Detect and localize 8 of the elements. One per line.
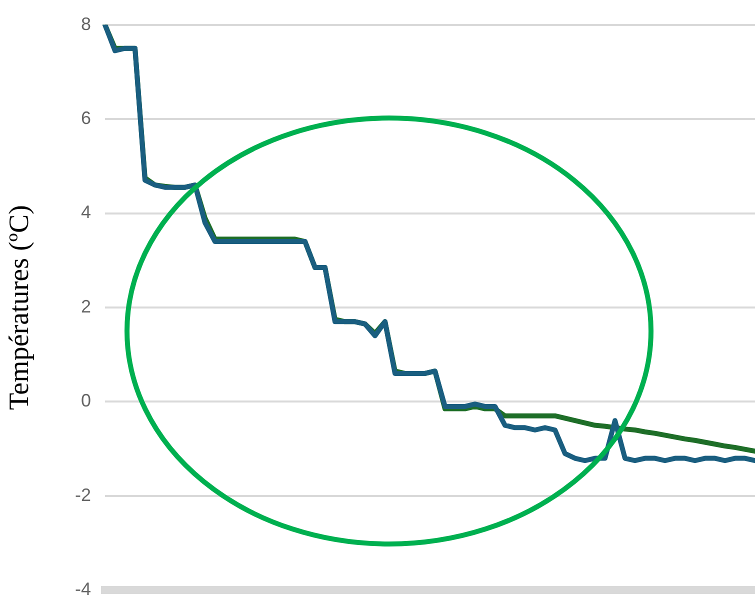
y-tick-label: 6 — [80, 108, 91, 128]
y-tick-label: 2 — [80, 296, 91, 316]
y-tick-label: 0 — [80, 390, 91, 411]
y-tick-label: 4 — [80, 202, 91, 222]
y-tick-label: -4 — [74, 579, 91, 600]
y-tick-label: -2 — [74, 484, 91, 505]
y-tick-label: 8 — [80, 14, 91, 34]
y-axis-title: Températures (ºC) — [4, 205, 36, 410]
